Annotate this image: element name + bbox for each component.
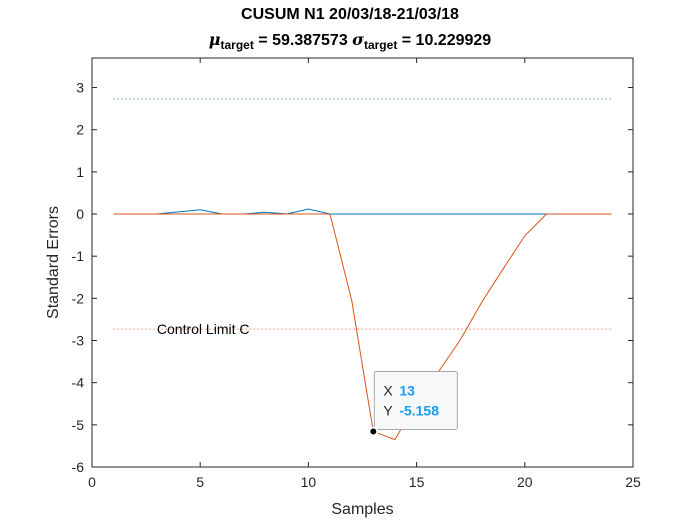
sigma-value: = 10.229929 bbox=[397, 32, 492, 49]
y-tick-label: -4 bbox=[72, 375, 85, 391]
mu-subscript: target bbox=[220, 38, 254, 53]
y-tick-label: -1 bbox=[72, 248, 85, 264]
datatip-y-key: Y bbox=[383, 402, 393, 418]
x-tick-label: 15 bbox=[409, 474, 425, 490]
control-limits bbox=[113, 98, 612, 330]
datatip-box bbox=[373, 370, 458, 430]
y-tick-label: -2 bbox=[72, 290, 85, 306]
datatip-x-value: 13 bbox=[399, 382, 415, 398]
y-axis-label: Standard Errors bbox=[45, 206, 62, 319]
y-tick-label: 1 bbox=[76, 164, 84, 180]
series-lines bbox=[113, 208, 612, 441]
series-lower-cusum bbox=[113, 213, 612, 441]
datatip-x-key: X bbox=[383, 382, 393, 398]
axes-box bbox=[91, 57, 634, 468]
x-axis-label: Samples bbox=[331, 501, 393, 518]
series-upper-cusum bbox=[113, 208, 612, 215]
datatip[interactable]: X 13 Y -5.158 bbox=[368, 370, 458, 437]
chart-subtitle: μtarget = 59.387573 σtarget = 10.229929 bbox=[0, 30, 700, 52]
axis-ticks: 0 5 10 15 20 25 -6 -5 -4 -3 -2 -1 0 1 2 3 bbox=[72, 58, 641, 490]
y-tick-label: 3 bbox=[76, 80, 84, 96]
mu-value: = 59.387573 bbox=[253, 32, 353, 49]
x-tick-label: 5 bbox=[196, 474, 204, 490]
y-tick-label: -3 bbox=[72, 333, 85, 349]
y-tick-label: 0 bbox=[76, 206, 84, 222]
datatip-y-value: -5.158 bbox=[399, 402, 439, 418]
x-tick-label: 25 bbox=[625, 474, 641, 490]
sigma-symbol: σ bbox=[352, 30, 364, 49]
x-tick-label: 10 bbox=[301, 474, 317, 490]
x-tick-label: 0 bbox=[88, 474, 96, 490]
mu-symbol: μ bbox=[208, 30, 221, 49]
datatip-marker[interactable] bbox=[368, 426, 379, 437]
x-tick-label: 20 bbox=[517, 474, 533, 490]
y-tick-label: -5 bbox=[72, 417, 85, 433]
y-tick-label: 2 bbox=[76, 122, 84, 138]
control-limit-label: Control Limit C bbox=[157, 321, 250, 337]
sigma-subscript: target bbox=[363, 38, 398, 53]
y-tick-label: -6 bbox=[72, 459, 85, 475]
chart-title: CUSUM N1 20/03/18-21/03/18 bbox=[241, 6, 459, 23]
